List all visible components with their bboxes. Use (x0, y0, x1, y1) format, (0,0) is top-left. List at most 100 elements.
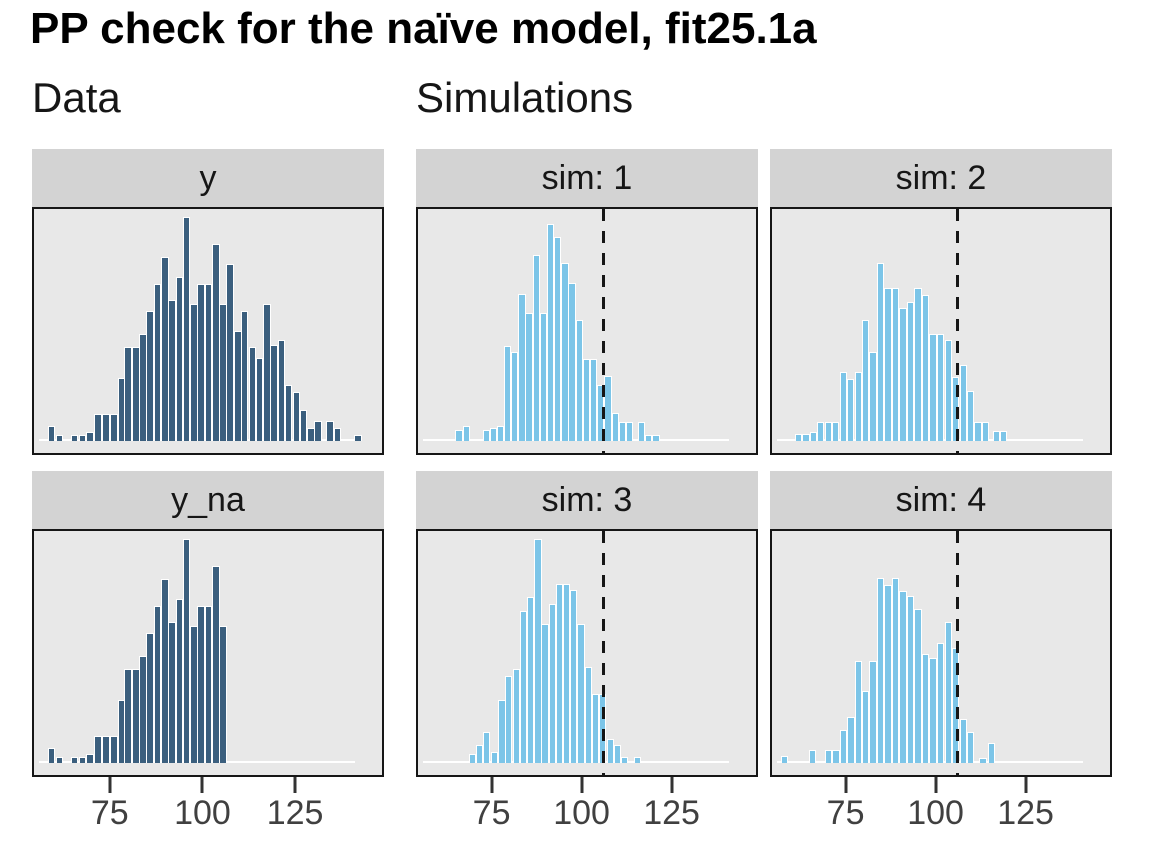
histogram-bar (532, 254, 540, 442)
histogram-bar (55, 434, 64, 442)
histogram-bar (102, 414, 110, 442)
histogram-bar (876, 577, 885, 764)
histogram-bar (197, 606, 205, 764)
facet-strip-sim-1: sim: 1 (416, 149, 758, 207)
histogram-bar (553, 237, 562, 442)
histogram-bar (899, 307, 907, 442)
histogram-bar (847, 378, 855, 442)
histogram-bar (124, 347, 132, 442)
histogram-bar (102, 736, 110, 764)
reference-line-dashed (601, 209, 605, 453)
histogram-bar (146, 311, 154, 442)
histogram-bar (55, 756, 64, 764)
histogram-bar (582, 358, 590, 442)
histogram-bar (539, 313, 547, 442)
histogram-bar (70, 434, 79, 442)
facet-y: y (32, 149, 384, 455)
histogram-bar (86, 754, 94, 764)
histogram-bar (505, 675, 513, 764)
histogram-bar (906, 302, 915, 442)
histogram-bar (110, 414, 118, 442)
histogram-bar (534, 538, 542, 764)
histogram-bar (86, 432, 94, 442)
histogram-bar (182, 538, 191, 764)
histogram-bar (604, 376, 612, 442)
histogram-bar (921, 295, 930, 442)
histogram-bar (78, 434, 87, 442)
facet-sim-3: sim: 3 (416, 471, 758, 777)
group-label-simulations: Simulations (416, 74, 634, 121)
histogram-bar (614, 745, 622, 764)
plot-title: PP check for the naïve model, fit25.1a (30, 4, 817, 53)
histogram-bar (326, 421, 334, 442)
histogram-bar (219, 626, 227, 764)
histogram-bar (862, 690, 870, 764)
histogram-bar (891, 288, 900, 442)
x-axis-tick-label: 125 (266, 794, 324, 832)
x-axis-tick-mark (580, 777, 584, 793)
facet-panel-sim-1 (416, 207, 758, 455)
x-axis-col-2: 75 100 125 (416, 777, 758, 837)
histogram-bar (914, 609, 922, 764)
facet-panel-sim-4 (770, 529, 1112, 777)
histogram-bar (839, 729, 847, 764)
facet-sim-2: sim: 2 (770, 149, 1112, 455)
histogram-bar (832, 750, 840, 764)
histogram-bar (153, 284, 162, 442)
histogram-bar (182, 216, 191, 442)
histogram-bar (590, 358, 598, 442)
x-axis-tick-label: 100 (174, 794, 231, 832)
histogram-bar (637, 421, 645, 442)
histogram-bar (490, 752, 499, 764)
facet-panel-y (32, 207, 384, 455)
histogram-bar (606, 738, 614, 764)
histogram-bar (802, 434, 810, 442)
x-axis-col-3: 75 100 125 (770, 777, 1112, 837)
histogram-bar (168, 299, 176, 442)
histogram-bar (936, 642, 944, 764)
histogram-bar (854, 661, 862, 764)
x-axis-tick-label: 125 (643, 794, 700, 832)
histogram-bar (47, 747, 56, 764)
histogram-bar (525, 313, 533, 442)
x-axis-tick-mark (293, 777, 297, 793)
histogram-bar (204, 284, 213, 442)
histogram-bar (854, 371, 862, 442)
histogram-bar (512, 669, 520, 764)
histogram-bar (966, 731, 974, 764)
histogram-bar (204, 606, 213, 764)
histogram-bar (47, 425, 56, 442)
histogram-bar (562, 583, 571, 764)
histogram-bar (333, 427, 342, 442)
histogram-bar (876, 263, 885, 442)
facet-strip-y-na: y_na (32, 471, 384, 529)
histogram-bar (644, 434, 653, 442)
histogram-bar (463, 426, 471, 442)
histogram-bar (78, 756, 87, 764)
histogram-bar (314, 421, 322, 442)
reference-line-dashed (955, 209, 959, 453)
x-axis-tick-mark (670, 777, 674, 793)
x-axis-tick-label: 75 (90, 794, 129, 832)
histogram-bar (899, 590, 907, 764)
histogram-bar (526, 597, 535, 764)
histogram-bar (510, 352, 519, 442)
histogram-bar (455, 430, 463, 442)
histogram-bar (959, 718, 967, 764)
histogram-bar (518, 293, 526, 442)
histogram-bar (591, 693, 599, 764)
histogram-bar (153, 606, 162, 764)
reference-line-dashed (955, 531, 959, 775)
x-axis-tick-mark (934, 777, 938, 793)
x-axis-tick-label: 75 (472, 794, 511, 832)
histogram-bar (869, 352, 877, 442)
histogram-bar (475, 745, 484, 764)
facet-panel-sim-2 (770, 207, 1112, 455)
histogram-bar (891, 577, 900, 764)
histogram-bar (569, 590, 578, 764)
histogram-bar (974, 421, 982, 442)
histogram-bar (548, 603, 556, 764)
histogram-bar (780, 755, 788, 764)
x-axis-tick-mark (200, 777, 204, 793)
